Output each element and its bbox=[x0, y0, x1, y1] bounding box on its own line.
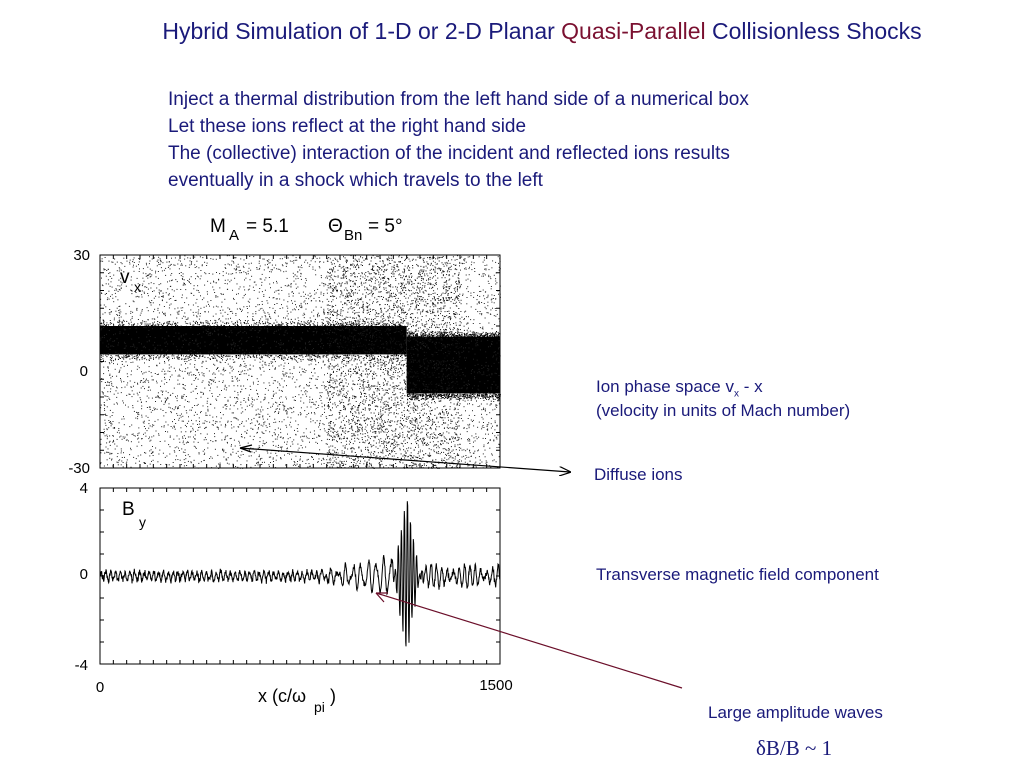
bottom-y-tick-label: 0 bbox=[80, 566, 88, 583]
top-var-sub: x bbox=[134, 279, 141, 295]
x-axis-label-end: ) bbox=[330, 686, 336, 706]
title-prefix: Hybrid Simulation of 1-D or 2-D Planar bbox=[162, 18, 562, 44]
top-y-tick-label: 0 bbox=[80, 363, 88, 380]
x-tick-label: 0 bbox=[96, 679, 104, 696]
diffuse-ions-label: Diffuse ions bbox=[594, 465, 683, 484]
theta-label: Θ bbox=[328, 216, 343, 237]
mach-sub: A bbox=[229, 227, 239, 244]
bottom-var-label: B bbox=[122, 499, 135, 520]
x-axis-label: x (c/ω bbox=[258, 686, 306, 706]
top-panel-ticks bbox=[99, 254, 501, 469]
intro-text: Inject a thermal distribution from the l… bbox=[168, 86, 749, 194]
phase-space-caption-units: (velocity in units of Mach number) bbox=[596, 401, 851, 420]
title-highlight: Quasi-Parallel bbox=[561, 18, 706, 44]
intro-line: eventually in a shock which travels to t… bbox=[168, 170, 543, 191]
diffuse-arrow-head bbox=[239, 444, 253, 453]
phase-space-caption: Ion phase space vx - x bbox=[596, 377, 763, 400]
bottom-var-sub: y bbox=[139, 514, 146, 530]
waves-arrow bbox=[375, 592, 683, 689]
intro-line: The (collective) interaction of the inci… bbox=[168, 143, 730, 164]
intro-line: Inject a thermal distribution from the l… bbox=[168, 89, 749, 110]
x-axis-label-sub: pi bbox=[314, 699, 325, 715]
top-y-tick-label: -30 bbox=[68, 460, 90, 477]
intro-line: Let these ions reflect at the right hand… bbox=[168, 116, 527, 137]
theta-sub: Bn bbox=[344, 227, 362, 244]
by-series-line bbox=[99, 501, 501, 647]
mach-value: = 5.1 bbox=[246, 216, 289, 237]
ratio-label: δB/B ~ 1 bbox=[756, 736, 833, 760]
bottom-y-tick-label: 4 bbox=[80, 480, 88, 497]
x-tick-label: 1500 bbox=[479, 677, 512, 694]
title-suffix: Collisionless Shocks bbox=[705, 18, 922, 44]
mach-label: M bbox=[210, 216, 226, 237]
waves-arrow-head bbox=[375, 592, 388, 603]
phase-space-scatter bbox=[100, 255, 501, 469]
bottom-panel-ticks bbox=[99, 487, 501, 665]
bottom-y-tick-label: -4 bbox=[75, 657, 88, 674]
top-y-tick-label: 30 bbox=[73, 247, 90, 264]
slide-title: Hybrid Simulation of 1-D or 2-D Planar Q… bbox=[0, 18, 1024, 45]
diffuse-ions-arrow bbox=[239, 447, 570, 472]
theta-value: = 5° bbox=[368, 216, 403, 237]
large-waves-label: Large amplitude waves bbox=[708, 703, 883, 722]
transverse-field-label: Transverse magnetic field component bbox=[596, 565, 879, 584]
top-var-label: v bbox=[120, 267, 130, 288]
